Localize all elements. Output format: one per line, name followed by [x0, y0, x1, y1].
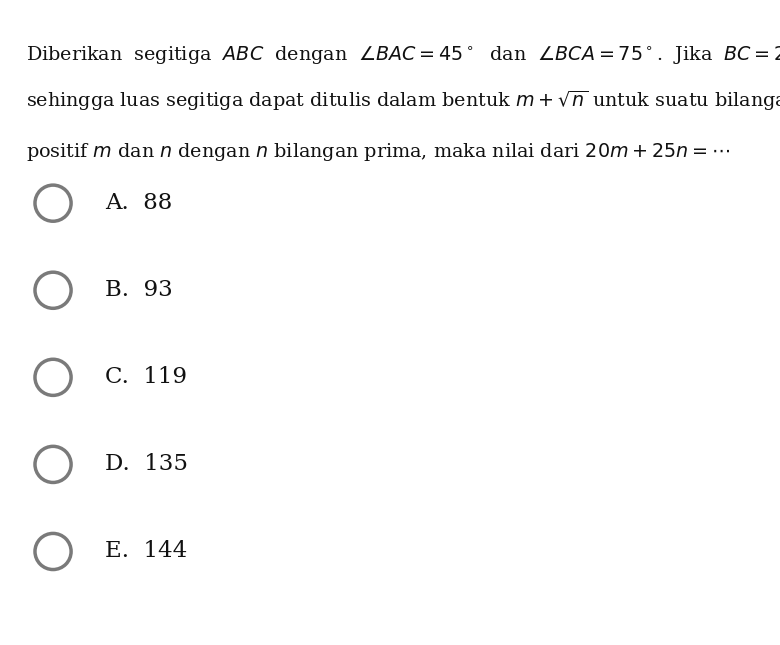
Text: B.  93: B. 93	[105, 279, 173, 301]
Text: C.  119: C. 119	[105, 366, 187, 388]
Text: Diberikan  segitiga  $ABC$  dengan  $\angle BAC = 45^\circ$  dan  $\angle BCA = : Diberikan segitiga $ABC$ dengan $\angle …	[26, 35, 780, 66]
Text: positif $m$ dan $n$ dengan $n$ bilangan prima, maka nilai dari $20m + 25n = \cdo: positif $m$ dan $n$ dengan $n$ bilangan …	[26, 141, 730, 163]
Text: E.  144: E. 144	[105, 541, 187, 562]
Text: D.  135: D. 135	[105, 453, 188, 475]
Text: sehingga luas segitiga dapat ditulis dalam bentuk $m + \sqrt{n}$ untuk suatu bil: sehingga luas segitiga dapat ditulis dal…	[26, 88, 780, 112]
Text: A.  88: A. 88	[105, 192, 172, 214]
